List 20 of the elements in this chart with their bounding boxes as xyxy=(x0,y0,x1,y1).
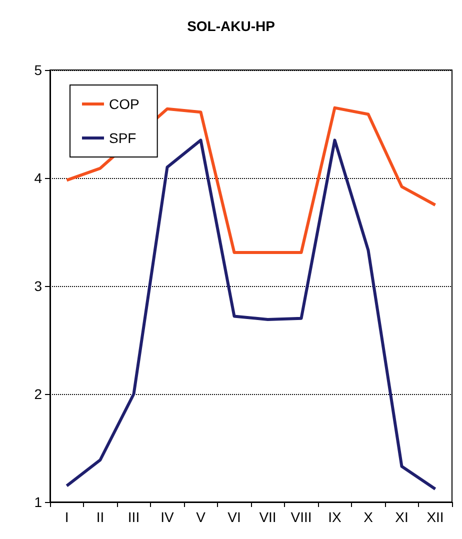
y-tick-label: 4 xyxy=(34,170,42,186)
y-tick-label: 3 xyxy=(34,278,42,294)
x-tick-label: V xyxy=(196,509,206,525)
x-tick-label: VIII xyxy=(290,509,312,525)
x-tick-label: II xyxy=(96,509,104,525)
x-tick-label: VII xyxy=(259,509,276,525)
x-tick-label: IX xyxy=(328,509,342,525)
y-tick-label: 2 xyxy=(34,386,42,402)
x-tick-label: I xyxy=(64,509,69,525)
x-tick-label: IV xyxy=(160,509,175,525)
legend-label: SPF xyxy=(109,130,136,146)
x-tick-label: X xyxy=(364,509,374,525)
x-tick-label: XI xyxy=(395,509,408,525)
x-tick-label: XII xyxy=(426,509,444,525)
y-tick-label: 5 xyxy=(34,62,42,78)
x-tick-label: III xyxy=(128,509,140,525)
chart-title: SOL-AKU-HP xyxy=(187,18,275,34)
legend-label: COP xyxy=(109,96,140,112)
y-tick-label: 1 xyxy=(34,494,42,510)
x-tick-label: VI xyxy=(228,509,241,525)
